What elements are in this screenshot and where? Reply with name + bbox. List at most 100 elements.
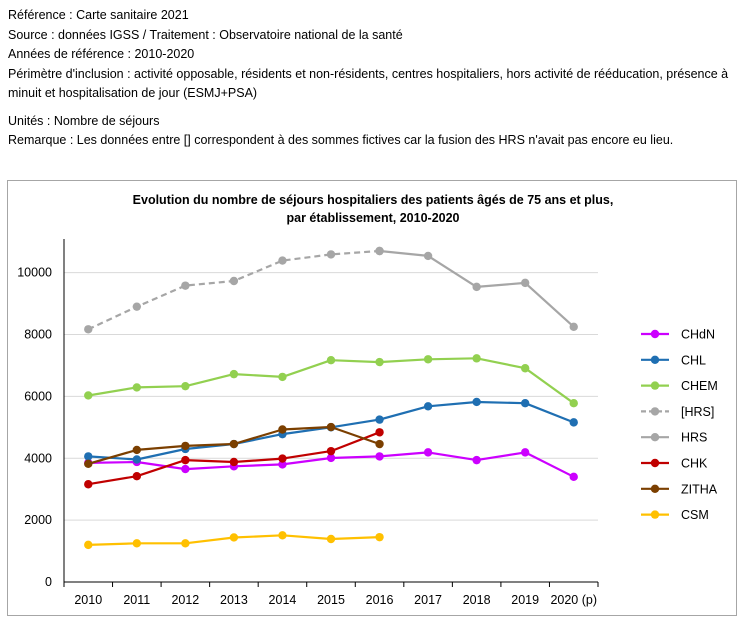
y-tick-label-10000: 10000 bbox=[17, 266, 52, 280]
data-point-chl bbox=[472, 397, 481, 407]
legend-label-hrs: HRS bbox=[681, 431, 707, 445]
data-point-chl bbox=[132, 455, 142, 464]
data-point-chem bbox=[326, 355, 336, 365]
legend-marker-chk bbox=[650, 458, 660, 468]
legend-marker-chl bbox=[650, 355, 660, 364]
legend-label-hrs-dashed: [HRS] bbox=[681, 405, 714, 419]
report-metadata: Référence : Carte sanitaire 2021 Source … bbox=[8, 6, 736, 151]
data-point-chk bbox=[132, 472, 142, 481]
data-point-chem bbox=[472, 354, 481, 363]
data-point-chk bbox=[278, 454, 287, 463]
x-tick-label-2010: 2010 bbox=[74, 593, 102, 607]
legend-marker-chem bbox=[650, 381, 660, 390]
scope-line: Périmètre d'inclusion : activité opposab… bbox=[8, 66, 729, 101]
x-tick-label-2011: 2011 bbox=[123, 593, 150, 607]
y-tick-label-8000: 8000 bbox=[24, 328, 52, 342]
chart-title: Evolution du nombre de séjours hospitali… bbox=[8, 191, 738, 227]
legend-marker-chdn bbox=[650, 329, 660, 339]
data-point-chl bbox=[520, 398, 530, 408]
line-chart: 0 2000 4000 6000 8000 10000 2010 2011 2012 2013 20… bbox=[17, 239, 718, 607]
data-point-chem bbox=[84, 391, 93, 400]
legend-label-chdn: CHdN bbox=[681, 328, 715, 342]
x-tick-label-2018: 2018 bbox=[463, 593, 491, 607]
remark-line: Remarque : Les données entre [] correspo… bbox=[8, 133, 674, 147]
chart-title-line-2: par établissement, 2010-2020 bbox=[286, 211, 460, 225]
data-point-chdn bbox=[278, 460, 287, 469]
data-point-hrs-dashed bbox=[278, 256, 287, 265]
x-tick-label-2020 (p): 2020 (p) bbox=[550, 593, 597, 607]
data-point-chem bbox=[132, 383, 142, 392]
data-point-csm bbox=[375, 532, 384, 542]
y-tick-label-2000: 2000 bbox=[24, 513, 52, 527]
data-point-hrs bbox=[569, 322, 578, 331]
data-point-chk bbox=[84, 480, 93, 489]
x-tick-label-2019: 2019 bbox=[511, 593, 539, 607]
data-point-csm bbox=[84, 540, 93, 550]
units-line: Unités : Nombre de séjours bbox=[8, 113, 160, 128]
data-point-chem bbox=[375, 357, 384, 367]
data-point-csm bbox=[326, 534, 336, 544]
data-point-chem bbox=[569, 398, 578, 408]
data-point-chl bbox=[569, 418, 578, 427]
data-point-chem bbox=[520, 364, 530, 373]
data-point-hrs bbox=[520, 278, 530, 288]
data-point-chdn bbox=[520, 448, 530, 457]
data-point-hrs-dashed bbox=[84, 325, 93, 334]
data-point-hrs-dashed bbox=[181, 281, 190, 290]
data-point-hrs-dashed bbox=[326, 250, 336, 259]
series-line-hrs-dashed bbox=[87, 249, 380, 331]
x-tick-label-2013: 2013 bbox=[220, 593, 248, 607]
legend-label-zitha: ZITHA bbox=[681, 482, 718, 496]
data-point-chem bbox=[229, 369, 239, 379]
chart-title-line-1: Evolution du nombre de séjours hospitali… bbox=[132, 193, 614, 207]
data-point-hrs bbox=[472, 282, 481, 292]
x-tick-label-2014: 2014 bbox=[269, 593, 297, 607]
data-point-chdn bbox=[375, 452, 384, 461]
data-point-zitha bbox=[375, 439, 384, 449]
data-point-chem bbox=[278, 372, 287, 382]
data-point-zitha bbox=[326, 422, 336, 432]
data-point-chk bbox=[229, 457, 239, 467]
data-point-csm bbox=[132, 539, 142, 548]
data-point-chl bbox=[423, 402, 433, 411]
reference-line: Référence : Carte sanitaire 2021 bbox=[8, 8, 189, 22]
y-tick-label-6000: 6000 bbox=[24, 389, 52, 403]
data-point-chl bbox=[375, 415, 384, 424]
data-point-hrs bbox=[375, 246, 384, 256]
data-point-chdn bbox=[472, 455, 481, 465]
x-tick-label-2015: 2015 bbox=[317, 593, 345, 607]
legend-marker-hrs bbox=[650, 433, 660, 442]
data-point-csm bbox=[278, 531, 287, 540]
legend-marker-hrs-dashed bbox=[650, 407, 660, 416]
y-tick-label-4000: 4000 bbox=[24, 451, 52, 465]
data-point-csm bbox=[229, 533, 239, 542]
legend-label-chl: CHL bbox=[681, 353, 706, 367]
source-line: Source : données IGSS / Traitement : Obs… bbox=[8, 27, 403, 42]
legend-label-chem: CHEM bbox=[681, 379, 718, 393]
legend-label-chk: CHK bbox=[681, 457, 708, 471]
data-point-chem bbox=[181, 381, 190, 391]
data-point-chem bbox=[423, 355, 433, 364]
y-tick-label-0: 0 bbox=[45, 575, 52, 589]
legend-label-csm: CSM bbox=[681, 508, 709, 522]
data-point-csm bbox=[181, 539, 190, 548]
data-point-chdn bbox=[326, 453, 336, 463]
data-point-zitha bbox=[181, 441, 190, 451]
years-line: Années de référence : 2010-2020 bbox=[8, 47, 195, 61]
data-point-zitha bbox=[132, 445, 142, 455]
data-point-chdn bbox=[569, 472, 578, 482]
data-point-chk bbox=[181, 455, 190, 465]
legend-marker-csm bbox=[650, 510, 660, 519]
legend-marker-zitha bbox=[650, 484, 660, 493]
data-point-zitha bbox=[278, 425, 287, 434]
data-point-hrs-dashed bbox=[229, 276, 239, 286]
chart-area: Evolution du nombre de séjours hospitali… bbox=[7, 180, 737, 616]
data-point-chdn bbox=[181, 464, 190, 474]
data-point-chdn bbox=[423, 448, 433, 457]
x-tick-label-2012: 2012 bbox=[171, 593, 199, 607]
x-tick-label-2017: 2017 bbox=[414, 593, 442, 607]
data-point-chl bbox=[84, 452, 93, 461]
data-point-chk bbox=[375, 428, 384, 437]
data-point-zitha bbox=[229, 439, 239, 449]
data-point-chk bbox=[326, 446, 336, 456]
